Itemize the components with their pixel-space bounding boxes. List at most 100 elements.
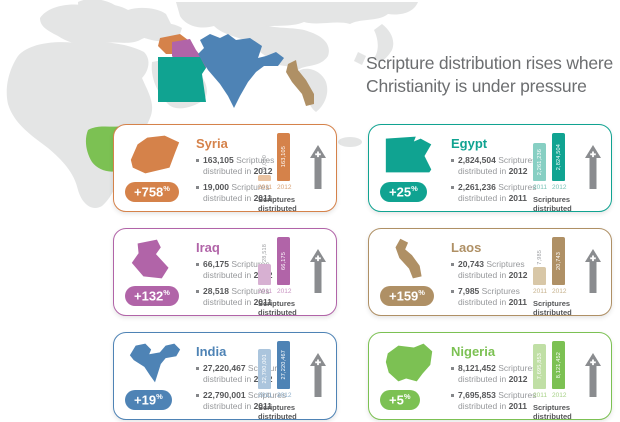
bar-column-2011: 7,695,853 [533,341,546,389]
map-laos-shape [286,60,314,106]
country-name: India [196,344,227,359]
year-label: 2011 [258,184,272,191]
up-arrow-icon [310,249,326,293]
mini-bar-chart: 7,985 20,743 2011 2012 Scriptures distrib… [533,237,601,317]
stat-unit: Scriptures [229,259,270,269]
mini-bar-chart: 28,518 66,175 2011 2012 Scriptures distri… [258,237,326,317]
growth-badge: +25% [380,181,427,202]
chart-caption: Scriptures distributed [533,403,572,421]
year-label: 2011 [258,392,272,399]
country-cards: +758% Syria 163,105 Scriptures distribut… [113,124,612,421]
percent-sign: % [403,391,411,401]
country-card-nigeria: +5% Nigeria 8,121,452 Scriptures distrib… [368,332,612,421]
stats-list: 20,743 Scriptures distributed in 2012 7,… [451,259,549,308]
bar-value-label: 22,790,001 [261,354,268,384]
bar-value-label: 2,824,504 [555,143,562,171]
stat-text: distributed in [458,297,509,308]
stats-list: 8,121,452 Scriptures distributed in 2012… [451,363,549,412]
year-label: 2012 [277,184,292,191]
scripture-stat-2012: 2,824,504 Scriptures distributed in 2012 [451,155,549,177]
syria-map-icon [130,135,180,174]
year-axis: 2011 2012 [258,184,304,191]
chart-caption: Scriptures distributed [258,299,297,317]
percent-sign: % [411,183,418,193]
bar-value-label: 20,743 [555,251,562,271]
stat-value: 27,220,467 [203,363,246,373]
egypt-map-icon [385,136,432,173]
bar-2012: 66,175 [277,237,290,285]
stat-value: 2,261,236 [458,182,496,193]
stat-value: 66,175 [203,259,229,269]
bars: 7,695,853 8,121,452 [533,341,579,389]
stat-year: 2011 [253,401,273,412]
stat-text: distributed in [458,401,509,412]
bar-column-2012: 8,121,452 [552,341,565,389]
india-map-icon [129,343,181,383]
stat-value: 2,824,504 [458,155,496,165]
stat-text: distributed in [203,166,254,177]
mini-bar-chart: 2,261,236 2,824,504 2011 2012 Scriptures … [533,133,601,213]
bar-column-2012: 27,220,467 [277,341,290,389]
percent-sign: % [163,183,170,193]
stat-value: 7,695,853 [458,390,496,401]
year-label: 2011 [533,288,547,295]
bar-value-label: 2,261,236 [536,148,543,176]
bar-column-2011: 7,985 [533,237,546,285]
stat-unit: Scriptures [229,286,270,297]
stat-year: 2012 [508,374,528,385]
stat-year: 2012 [253,166,273,177]
stat-year: 2011 [508,193,528,204]
map-indonesia-shape [338,137,362,147]
year-axis: 2011 2012 [533,184,579,191]
growth-value: +159 [389,288,419,303]
stat-value: 20,743 [458,259,484,269]
chart-plot: 7,695,853 8,121,452 2011 2012 Scriptures … [533,341,579,421]
stat-year: 2011 [253,297,273,308]
iraq-map-icon [131,239,169,279]
stat-unit: Scriptures [233,155,275,165]
bar-column-2012: 20,743 [552,237,565,285]
scripture-stat-2011: 22,790,001 Scriptures distributed in 201… [196,390,294,412]
stat-year: 2012 [508,270,528,281]
scripture-stat-2012: 163,105 Scriptures distributed in 2012 [196,155,294,177]
chart-plot: 2,261,236 2,824,504 2011 2012 Scriptures … [533,133,579,213]
stats-list: 163,105 Scriptures distributed in 2012 1… [196,155,294,204]
growth-value: +758 [134,184,164,199]
headline-line2: Christianity is under pressure [366,76,587,97]
bar-value-label: 27,220,467 [280,350,287,380]
stat-text: distributed in [458,166,509,177]
year-label: 2011 [533,392,547,399]
bars: 28,518 66,175 [258,237,304,285]
scripture-stat-2011: 2,261,236 Scriptures distributed in 2011 [451,182,549,204]
growth-badge: +159% [380,285,434,306]
stat-value: 19,000 [203,182,229,193]
laos-map-icon [395,238,422,279]
stats-list: 2,824,504 Scriptures distributed in 2012… [451,155,549,204]
map-scandinavia-shape [78,0,116,20]
country-card-syria: +758% Syria 163,105 Scriptures distribut… [113,124,337,213]
bar-2012: 163,105 [277,133,290,181]
year-axis: 2011 2012 [258,392,304,399]
bar-2011 [533,267,546,285]
bar-2011 [258,264,271,285]
stat-value: 8,121,452 [458,363,496,373]
card-info: Laos 20,743 Scriptures distributed in 20… [451,240,549,313]
year-label: 2012 [552,392,567,399]
bar-2012: 8,121,452 [552,341,565,389]
country-name: Nigeria [451,344,496,359]
country-card-egypt: +25% Egypt 2,824,504 Scriptures distribu… [368,124,612,213]
country-name: Egypt [451,136,488,151]
country-name: Syria [196,136,228,151]
growth-value: +132 [134,288,164,303]
stat-value: 28,518 [203,286,229,297]
stat-text: distributed in [458,270,509,281]
growth-value: +19 [134,392,157,407]
stat-unit: Scriptures [495,390,537,401]
year-label: 2011 [533,184,547,191]
chart-caption: Scriptures distributed [258,195,297,213]
scripture-stat-2011: 7,985 Scriptures distributed in 2011 [451,286,549,308]
stat-text: distributed in [203,401,254,412]
growth-badge: +758% [125,181,179,202]
bar-value-label: 7,985 [536,250,543,265]
up-arrow-icon [585,249,601,293]
